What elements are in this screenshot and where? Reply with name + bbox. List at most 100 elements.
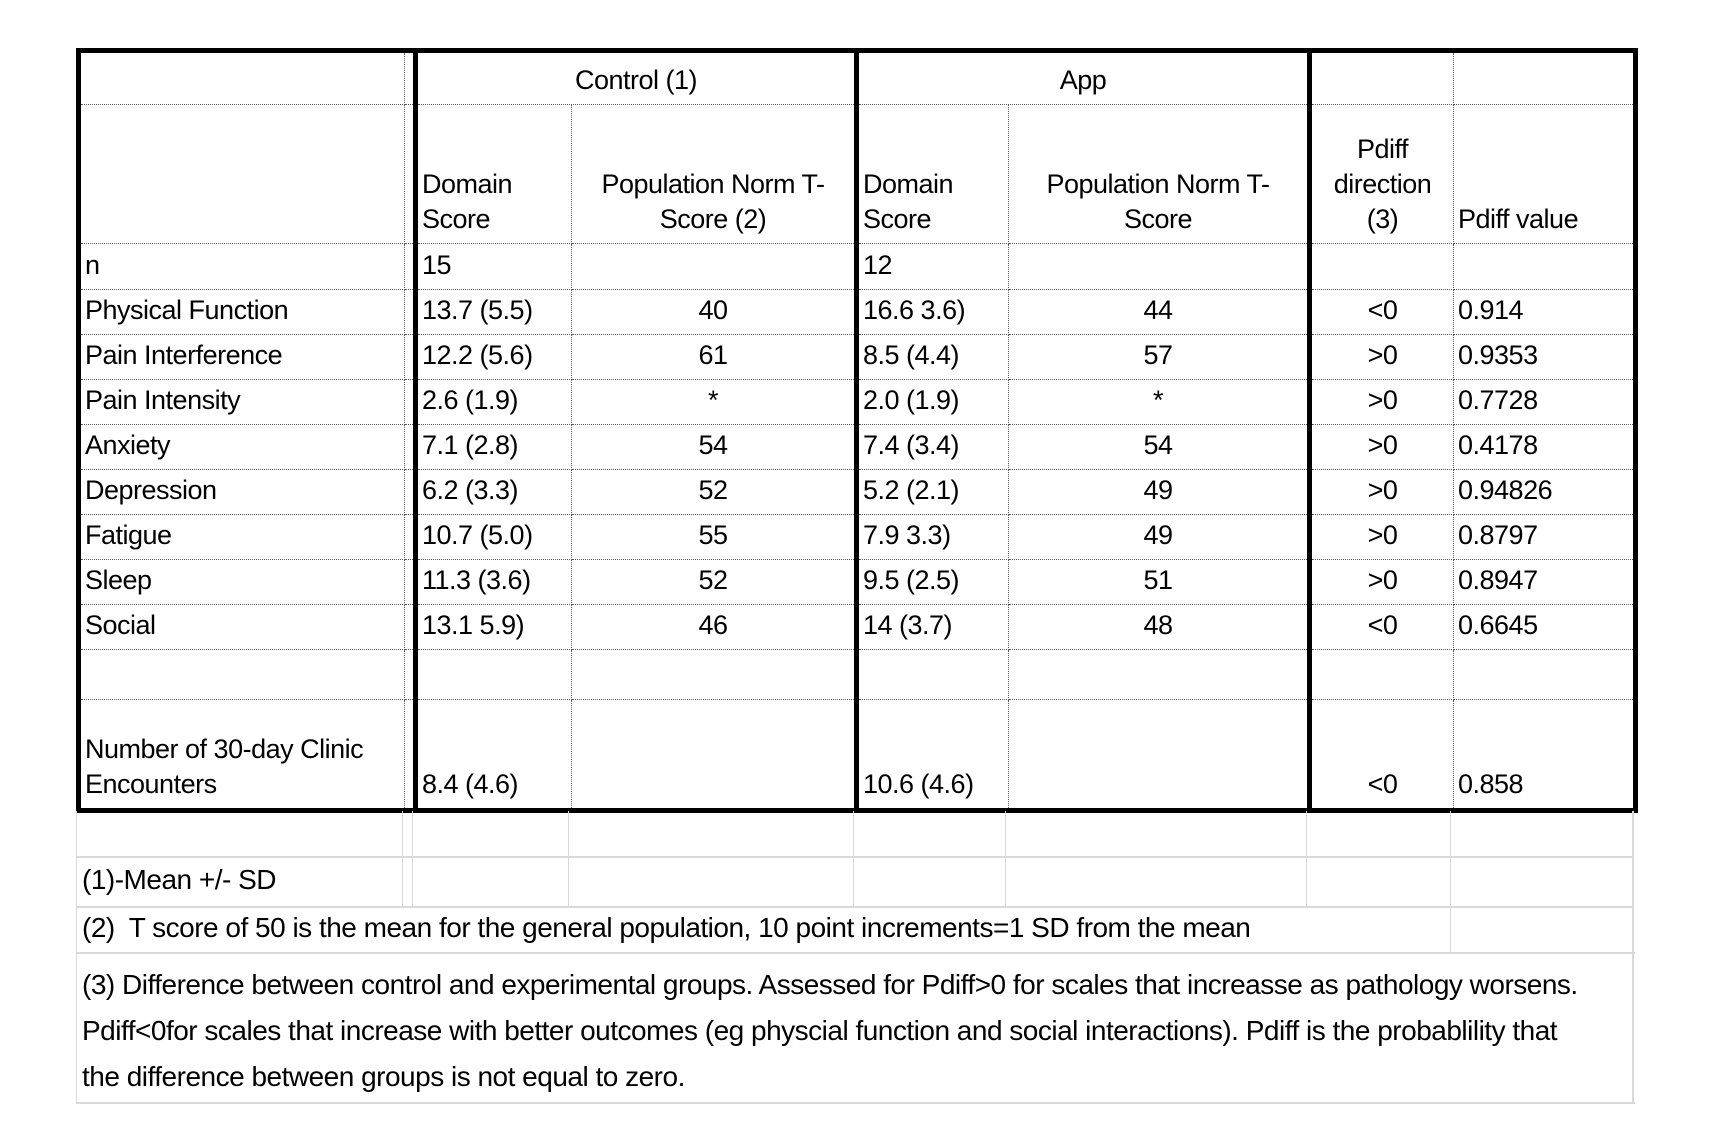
table-row-anxiety: Anxiety 7.1 (2.8) 54 7.4 (3.4) 54 >0 0.4… [78,424,1636,470]
app-tscore-cell[interactable] [1008,699,1310,811]
table-row-clinic-encounters: Number of 30-day Clinic Encounters 8.4 (… [78,699,1636,811]
control-domain-cell[interactable]: 15 [413,243,572,290]
row-label-cell[interactable]: n [78,243,405,290]
pdiff-value-cell[interactable]: 0.4178 [1453,424,1636,470]
pdiff-value-cell[interactable]: 0.94826 [1453,469,1636,515]
app-tscore-cell[interactable]: 51 [1008,559,1310,605]
app-domain-cell[interactable]: 16.6 3.6) [854,289,1009,335]
pdiff-value-cell[interactable]: 0.8797 [1453,514,1636,560]
table-row-sleep: Sleep 11.3 (3.6) 52 9.5 (2.5) 51 >0 0.89… [78,559,1636,605]
row-label-cell[interactable]: Depression [78,469,405,515]
app-tscore-cell[interactable]: * [1008,379,1310,425]
app-tscore-cell[interactable] [1008,243,1310,290]
app-tscore-cell[interactable]: 54 [1008,424,1310,470]
pdiff-value-cell[interactable] [1453,649,1636,700]
control-tscore-cell[interactable]: 61 [571,334,857,380]
control-domain-cell[interactable]: 13.1 5.9) [413,604,572,650]
pdiff-direction-cell[interactable]: >0 [1307,379,1454,425]
row-label-cell[interactable]: Number of 30-day Clinic Encounters [78,699,405,811]
app-domain-header-cell[interactable]: Domain Score [854,104,1009,244]
app-domain-cell[interactable]: 7.4 (3.4) [854,424,1009,470]
pdiff-direction-cell[interactable]: >0 [1307,424,1454,470]
app-domain-cell[interactable]: 10.6 (4.6) [854,699,1009,811]
pdiff-direction-cell[interactable]: <0 [1307,699,1454,811]
spacer-cell [404,649,416,700]
control-group-header-cell[interactable]: Control (1) [413,50,857,105]
pdiff-value-header-cell[interactable]: Pdiff value [1453,104,1636,244]
app-domain-cell[interactable]: 2.0 (1.9) [854,379,1009,425]
results-table: Control (1) App Domain Score Population … [76,48,1638,813]
app-tscore-cell[interactable]: 49 [1008,514,1310,560]
spacer-cell [404,334,416,380]
control-tscore-cell[interactable]: 40 [571,289,857,335]
corner-empty-cell[interactable] [78,50,405,105]
control-tscore-cell[interactable]: 54 [571,424,857,470]
app-tscore-cell[interactable]: 48 [1008,604,1310,650]
control-domain-header-cell[interactable]: Domain Score [413,104,572,244]
pdiff-direction-cell[interactable]: >0 [1307,469,1454,515]
app-group-header-cell[interactable]: App [854,50,1310,105]
row-label-cell[interactable] [78,649,405,700]
control-domain-cell[interactable]: 11.3 (3.6) [413,559,572,605]
pdiff-direction-cell[interactable]: <0 [1307,289,1454,335]
app-domain-cell[interactable]: 12 [854,243,1009,290]
control-tscore-cell[interactable]: 46 [571,604,857,650]
control-tscore-header-cell[interactable]: Population Norm T-Score (2) [571,104,857,244]
app-tscore-cell[interactable]: 49 [1008,469,1310,515]
pdiff-value-cell[interactable]: 0.8947 [1453,559,1636,605]
app-domain-cell[interactable]: 5.2 (2.1) [854,469,1009,515]
row-label-cell[interactable]: Anxiety [78,424,405,470]
pdiff-direction-cell[interactable]: <0 [1307,604,1454,650]
pdiff-value-cell[interactable]: 0.9353 [1453,334,1636,380]
control-tscore-cell[interactable] [571,699,857,811]
pdiff-value-cell[interactable]: 0.7728 [1453,379,1636,425]
pdiff-direction-cell[interactable] [1307,243,1454,290]
pdiff-direction-cell[interactable]: >0 [1307,334,1454,380]
app-domain-cell[interactable]: 8.5 (4.4) [854,334,1009,380]
app-tscore-cell[interactable]: 44 [1008,289,1310,335]
app-domain-cell[interactable]: 14 (3.7) [854,604,1009,650]
control-tscore-cell[interactable]: 52 [571,469,857,515]
row-label-cell[interactable]: Sleep [78,559,405,605]
control-domain-cell[interactable]: 10.7 (5.0) [413,514,572,560]
footnote-tscore[interactable]: (2) T score of 50 is the mean for the ge… [82,912,1251,943]
pdiff-value-cell[interactable]: 0.6645 [1453,604,1636,650]
table-row-social: Social 13.1 5.9) 46 14 (3.7) 48 <0 0.664… [78,604,1636,650]
pdiff-direction-group-cell[interactable] [1307,50,1454,105]
control-domain-cell[interactable]: 7.1 (2.8) [413,424,572,470]
app-domain-cell[interactable]: 7.9 3.3) [854,514,1009,560]
pdiff-direction-cell[interactable]: >0 [1307,559,1454,605]
row-label-cell[interactable]: Fatigue [78,514,405,560]
app-tscore-cell[interactable] [1008,649,1310,700]
pdiff-direction-header-cell[interactable]: Pdiff direction (3) [1307,104,1454,244]
row-label-cell[interactable]: Social [78,604,405,650]
app-domain-cell[interactable]: 9.5 (2.5) [854,559,1009,605]
control-tscore-cell[interactable] [571,243,857,290]
app-tscore-cell[interactable]: 57 [1008,334,1310,380]
pdiff-direction-cell[interactable]: >0 [1307,514,1454,560]
control-domain-cell[interactable]: 2.6 (1.9) [413,379,572,425]
row-label-cell[interactable]: Pain Interference [78,334,405,380]
control-tscore-cell[interactable]: 55 [571,514,857,560]
pdiff-value-group-cell[interactable] [1453,50,1636,105]
table-row-column-headers: Domain Score Population Norm T-Score (2)… [78,104,1636,244]
row-label-cell[interactable]: Physical Function [78,289,405,335]
pdiff-value-cell[interactable]: 0.914 [1453,289,1636,335]
control-tscore-cell[interactable] [571,649,857,700]
control-domain-cell[interactable]: 13.7 (5.5) [413,289,572,335]
control-tscore-cell[interactable]: * [571,379,857,425]
app-domain-cell[interactable] [854,649,1009,700]
row-label-cell[interactable]: Pain Intensity [78,379,405,425]
pdiff-value-cell[interactable] [1453,243,1636,290]
footnote-mean-sd[interactable]: (1)-Mean +/- SD [82,864,277,895]
control-domain-cell[interactable] [413,649,572,700]
control-domain-cell[interactable]: 8.4 (4.6) [413,699,572,811]
control-domain-cell[interactable]: 6.2 (3.3) [413,469,572,515]
pdiff-direction-cell[interactable] [1307,649,1454,700]
pdiff-value-cell[interactable]: 0.858 [1453,699,1636,811]
control-domain-cell[interactable]: 12.2 (5.6) [413,334,572,380]
row-label-header-cell[interactable] [78,104,405,244]
footnote-pdiff[interactable]: (3) Difference between control and exper… [82,969,1585,1092]
app-tscore-header-cell[interactable]: Population Norm T-Score [1008,104,1310,244]
control-tscore-cell[interactable]: 52 [571,559,857,605]
